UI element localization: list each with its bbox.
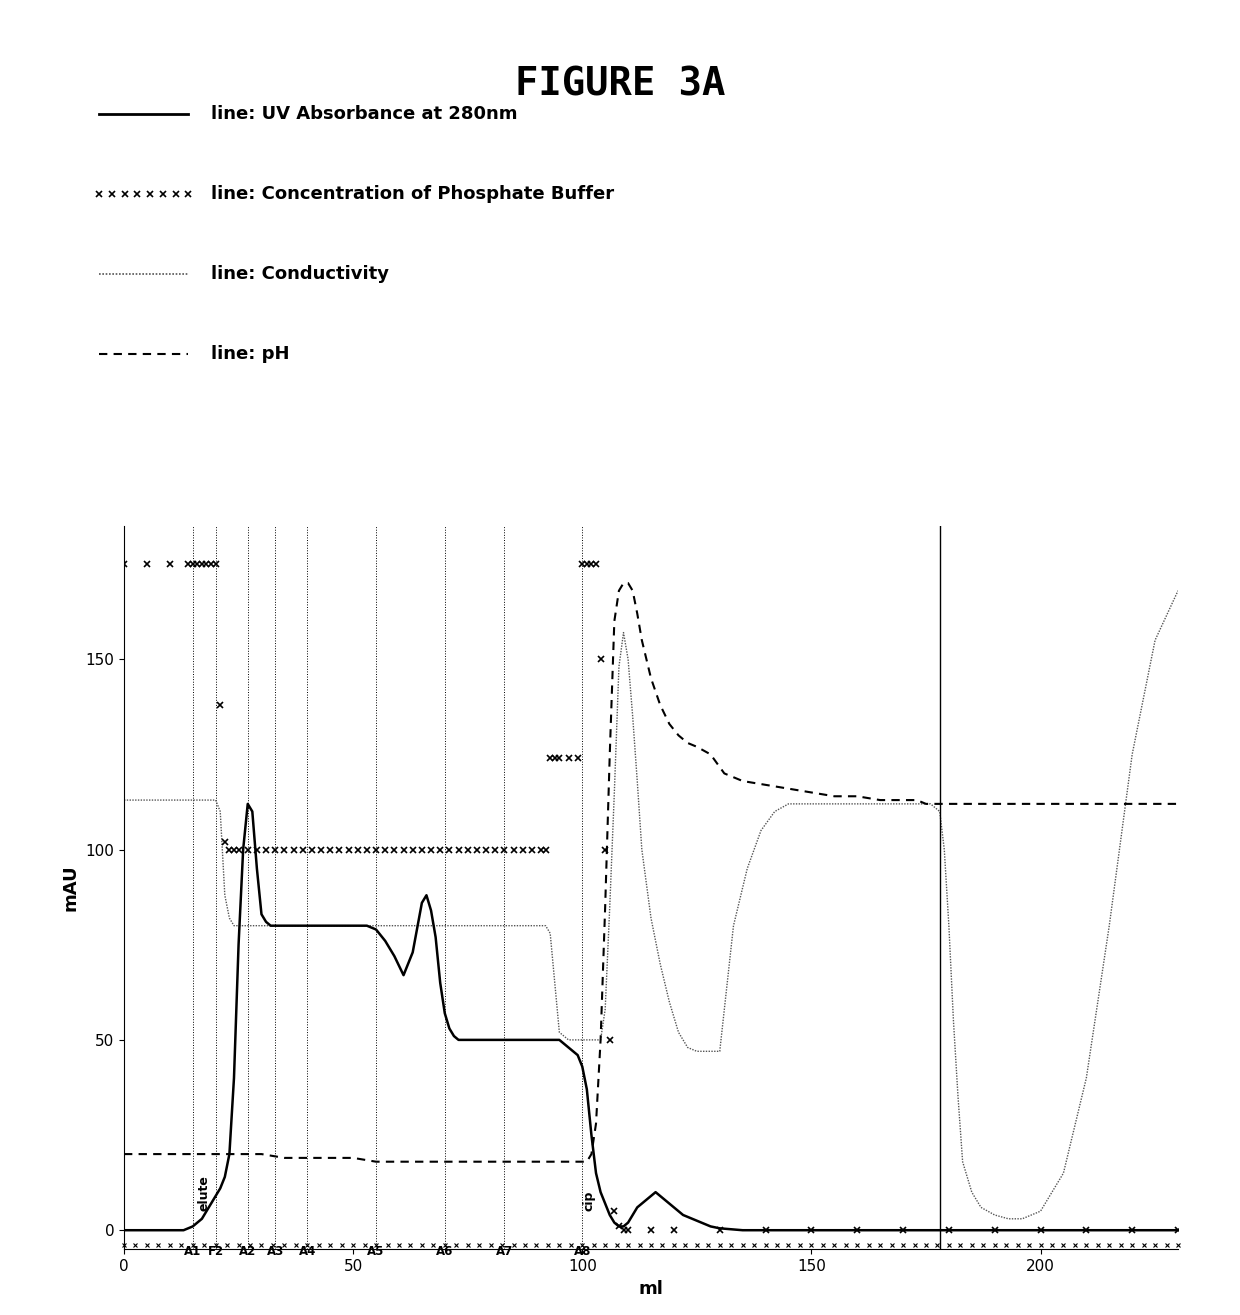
Text: line: Concentration of Phosphate Buffer: line: Concentration of Phosphate Buffer: [211, 185, 614, 204]
Text: A2: A2: [239, 1245, 257, 1258]
Text: FIGURE 3A: FIGURE 3A: [515, 66, 725, 104]
Text: A3: A3: [267, 1245, 284, 1258]
Text: F2: F2: [207, 1245, 223, 1258]
Text: line: pH: line: pH: [211, 345, 289, 363]
Text: line: UV Absorbance at 280nm: line: UV Absorbance at 280nm: [211, 105, 517, 124]
Text: elute: elute: [197, 1176, 211, 1211]
Y-axis label: mAU: mAU: [62, 864, 79, 911]
Text: A8: A8: [574, 1245, 591, 1258]
Text: A6: A6: [436, 1245, 454, 1258]
X-axis label: ml: ml: [639, 1279, 663, 1298]
Text: line: Conductivity: line: Conductivity: [211, 266, 389, 283]
Text: A5: A5: [367, 1245, 384, 1258]
Text: cip: cip: [583, 1191, 595, 1211]
Text: A1: A1: [184, 1245, 201, 1258]
Text: A7: A7: [496, 1245, 513, 1258]
Text: A4: A4: [299, 1245, 316, 1258]
